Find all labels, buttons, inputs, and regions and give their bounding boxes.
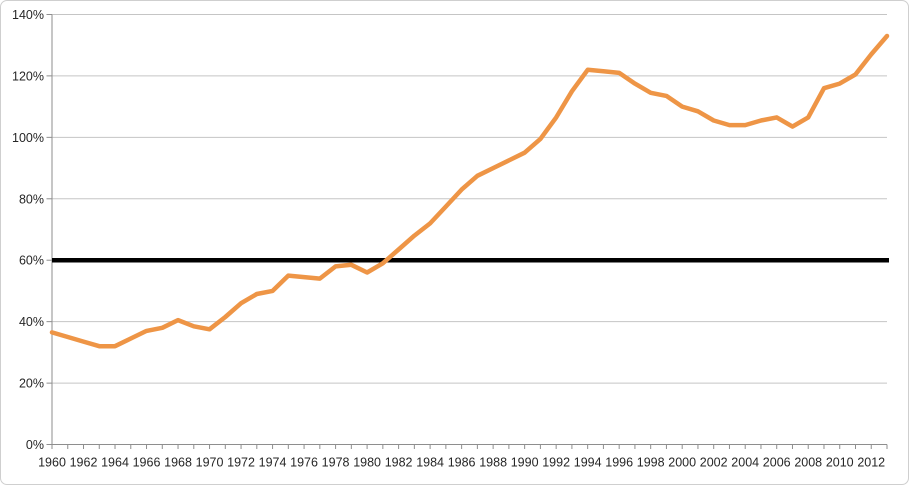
x-axis-label: 1992 (542, 456, 570, 470)
y-axis-label: 80% (19, 192, 44, 206)
x-axis-label: 1994 (574, 456, 602, 470)
x-axis-label: 1968 (164, 456, 192, 470)
x-axis-label: 1996 (605, 456, 633, 470)
x-axis-label: 1960 (38, 456, 66, 470)
x-axis-label: 2010 (826, 456, 854, 470)
x-axis-label: 2002 (700, 456, 728, 470)
x-axis-label: 1980 (353, 456, 381, 470)
x-axis-label: 2000 (668, 456, 696, 470)
y-axis-label: 40% (19, 315, 44, 329)
x-axis-label: 1986 (448, 456, 476, 470)
x-axis-label: 2008 (794, 456, 822, 470)
x-axis-label: 1990 (511, 456, 539, 470)
y-axis-label: 0% (26, 438, 44, 452)
x-axis-label: 1964 (101, 456, 129, 470)
y-axis-label: 120% (12, 69, 44, 83)
x-axis-label: 1978 (322, 456, 350, 470)
x-axis-label: 2012 (857, 456, 885, 470)
y-axis-label: 20% (19, 377, 44, 391)
x-axis-label: 1966 (133, 456, 161, 470)
x-axis-label: 1998 (637, 456, 665, 470)
y-axis-label: 140% (12, 8, 44, 22)
x-axis-label: 1972 (227, 456, 255, 470)
y-axis-label: 100% (12, 131, 44, 145)
x-axis-label: 1976 (290, 456, 318, 470)
x-axis-label: 1984 (416, 456, 444, 470)
x-axis-label: 2006 (763, 456, 791, 470)
data-line-percent-of-gdp (49, 33, 890, 349)
x-axis-label: 1988 (479, 456, 507, 470)
x-axis-label: 1970 (196, 456, 224, 470)
x-axis-label: 1974 (259, 456, 287, 470)
x-axis-label: 2004 (731, 456, 759, 470)
x-axis-label: 1982 (385, 456, 413, 470)
y-axis-label: 60% (19, 254, 44, 268)
x-axis-label: 1962 (70, 456, 98, 470)
